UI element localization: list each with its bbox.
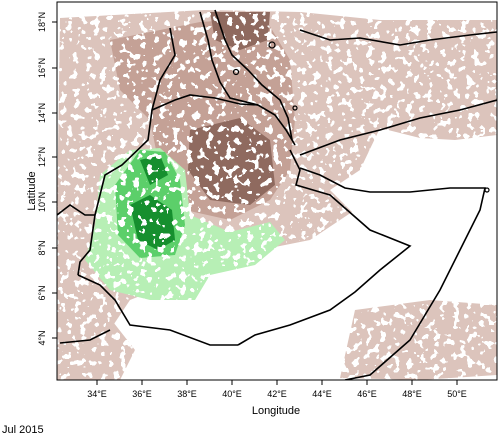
y-tick-label: 12°N — [37, 147, 47, 167]
anomaly-region — [140, 155, 168, 185]
x-tick-label: 38°E — [177, 389, 197, 399]
arabia-coast-south — [299, 99, 497, 156]
anomaly-field — [57, 10, 497, 380]
ethiopia-north-border — [151, 94, 259, 111]
borders — [57, 9, 497, 380]
x-tick-label: 48°E — [402, 389, 422, 399]
y-tick-label: 10°N — [37, 192, 47, 212]
y-axis: 4°N 6°N 8°N 10°N 12°N 14°N 16°N 18°N — [37, 12, 57, 346]
islands — [232, 41, 490, 193]
anomaly-region — [188, 118, 275, 205]
x-tick-label: 46°E — [357, 389, 377, 399]
eritrea-border — [199, 11, 296, 146]
x-axis-title: Longitude — [252, 405, 300, 417]
y-tick-label: 4°N — [37, 330, 47, 345]
island — [268, 41, 276, 49]
kenya-border — [59, 329, 111, 344]
somalia-coast — [299, 167, 487, 380]
gulf-of-aden-coast — [299, 29, 497, 46]
x-axis: 34°E 36°E 38°E 40°E 42°E 44°E 46°E 48°E 50°E — [87, 380, 467, 399]
x-tick-label: 34°E — [87, 389, 107, 399]
y-tick-label: 6°N — [37, 285, 47, 300]
y-tick-label: 8°N — [37, 240, 47, 255]
anomaly-region — [340, 300, 497, 380]
ethiopia-kenya-border — [77, 274, 238, 346]
djibouti-somalia-border — [237, 149, 412, 346]
anomaly-region — [57, 318, 135, 380]
y-tick-label: 18°N — [37, 12, 47, 32]
island — [232, 68, 240, 76]
y-axis-title: Latitude — [26, 171, 38, 210]
date-label: Jul 2015 — [2, 424, 44, 436]
x-tick-label: 50°E — [447, 389, 467, 399]
y-tick-label: 14°N — [37, 103, 47, 123]
x-tick-label: 40°E — [222, 389, 242, 399]
x-tick-label: 42°E — [267, 389, 287, 399]
x-tick-label: 44°E — [312, 389, 332, 399]
sudan-ethiopia-border — [77, 27, 176, 276]
red-sea-coast — [214, 9, 293, 141]
anomaly-region — [130, 195, 175, 250]
island — [484, 187, 490, 193]
x-tick-label: 36°E — [132, 389, 152, 399]
y-tick-label: 16°N — [37, 58, 47, 78]
island — [292, 105, 298, 111]
wet-anomaly-dark — [130, 155, 175, 250]
south-sudan-border — [57, 204, 95, 216]
